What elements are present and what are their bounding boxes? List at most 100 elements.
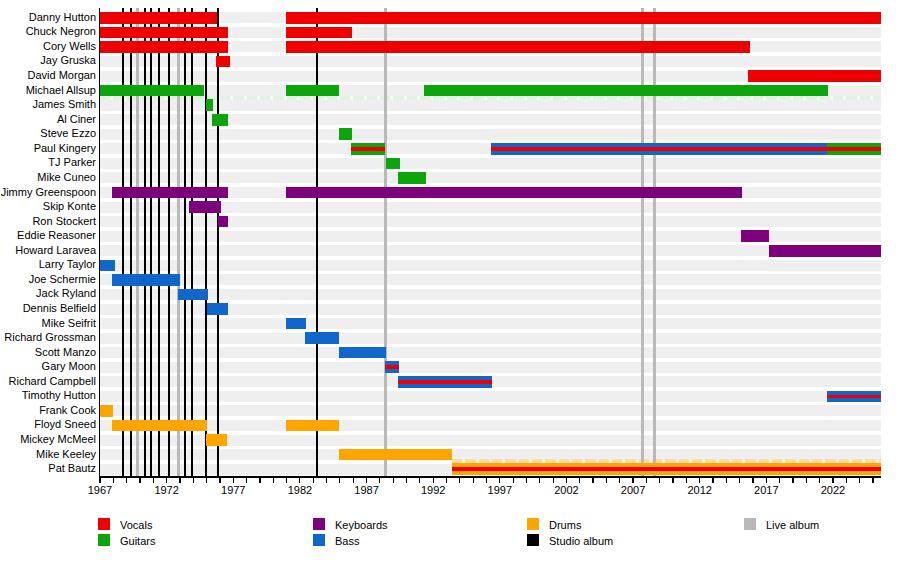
member-tenure-bar	[286, 85, 339, 97]
member-tenure-bar	[286, 41, 750, 53]
x-axis-tick-label: 1967	[80, 484, 120, 496]
vocals-stripe	[452, 467, 881, 471]
member-tenure-bar	[424, 85, 828, 97]
x-axis-tick-label: 2012	[680, 484, 720, 496]
member-name-label: Scott Manzo	[0, 345, 96, 359]
member-name-label: Cory Wells	[0, 39, 96, 53]
vocals-stripe	[827, 395, 881, 399]
member-tenure-bar	[398, 376, 491, 388]
x-axis-tick	[259, 478, 260, 483]
member-tenure-bar	[827, 391, 881, 403]
member-tenure-bar	[305, 332, 339, 344]
legend-label-live_album: Live album	[766, 519, 819, 531]
x-axis-tick	[752, 478, 753, 483]
legend-label-vocals: Vocals	[120, 519, 152, 531]
x-axis-tick	[846, 478, 847, 483]
x-axis-tick	[566, 478, 567, 483]
x-axis-tick	[606, 478, 607, 483]
member-name-label: Danny Hutton	[0, 10, 96, 24]
member-name-label: Richard Campbell	[0, 374, 96, 388]
studio-album-line	[191, 8, 193, 476]
legend-swatch-vocals	[98, 518, 110, 530]
x-axis-tick	[246, 478, 247, 483]
x-axis-tick	[153, 478, 154, 483]
member-name-label: Jack Ryland	[0, 286, 96, 300]
member-tenure-bar	[218, 216, 227, 228]
x-axis-tick-label: 1997	[480, 484, 520, 496]
x-axis-tick	[806, 478, 807, 483]
studio-album-line	[316, 8, 318, 476]
x-axis-tick	[792, 478, 793, 483]
x-axis-tick	[526, 478, 527, 483]
x-axis-tick	[353, 478, 354, 483]
legend-label-studio_album: Studio album	[549, 535, 613, 547]
x-axis-line	[99, 476, 882, 478]
member-tenure-bar	[339, 449, 452, 461]
x-axis-tick	[473, 478, 474, 483]
x-axis-tick	[539, 478, 540, 483]
x-axis-tick	[726, 478, 727, 483]
member-name-label: Michael Allsup	[0, 83, 96, 97]
member-tenure-bar	[100, 27, 228, 39]
x-axis-tick	[206, 478, 207, 483]
member-tenure-bar	[286, 420, 339, 432]
x-axis-tick-label: 1972	[147, 484, 187, 496]
live-album-line	[136, 8, 139, 476]
member-tenure-bar	[178, 289, 208, 301]
member-tenure-bar	[207, 303, 228, 315]
member-name-label: Joe Schermie	[0, 272, 96, 286]
member-tenure-bar	[212, 114, 228, 126]
x-axis-tick	[139, 478, 140, 483]
vocals-stripe	[827, 147, 881, 151]
x-axis-tick	[166, 478, 167, 483]
vocals-stripe	[398, 380, 491, 384]
member-name-label: Eddie Reasoner	[0, 228, 96, 242]
member-name-label: Pat Bautz	[0, 461, 96, 475]
x-axis-tick	[486, 478, 487, 483]
member-name-label: Jimmy Greenspoon	[0, 185, 96, 199]
member-name-label: Dennis Belfield	[0, 301, 96, 315]
x-axis-tick	[339, 478, 340, 483]
member-tenure-bar	[100, 85, 204, 97]
legend-label-guitars: Guitars	[120, 535, 155, 547]
vocals-stripe	[491, 147, 827, 151]
x-axis-tick	[326, 478, 327, 483]
member-tenure-bar	[398, 172, 426, 184]
studio-album-line	[205, 8, 207, 476]
legend-swatch-studio_album	[527, 534, 539, 546]
member-tenure-bar	[189, 201, 220, 213]
x-axis-tick	[99, 478, 100, 483]
live-album-line	[641, 8, 644, 476]
member-tenure-bar	[112, 274, 180, 286]
x-axis-tick	[766, 478, 767, 483]
member-name-label: TJ Parker	[0, 155, 96, 169]
member-tenure-bar	[286, 187, 742, 199]
member-tenure-bar	[100, 12, 217, 24]
studio-album-line	[158, 8, 160, 476]
member-name-label: Paul Kingery	[0, 141, 96, 155]
x-axis-tick	[832, 478, 833, 483]
x-axis-tick-label: 2017	[746, 484, 786, 496]
legend-label-keyboards: Keyboards	[335, 519, 388, 531]
member-name-label: Mike Cuneo	[0, 170, 96, 184]
x-axis-tick	[632, 478, 633, 483]
x-axis-tick	[686, 478, 687, 483]
x-axis-tick	[193, 478, 194, 483]
member-tenure-bar	[386, 158, 400, 170]
studio-album-line	[168, 8, 170, 476]
x-axis-tick	[179, 478, 180, 483]
legend-label-bass: Bass	[335, 535, 359, 547]
member-tenure-bar	[100, 41, 228, 53]
x-axis-tick	[579, 478, 580, 483]
x-axis-tick	[553, 478, 554, 483]
x-axis-tick	[113, 478, 114, 483]
studio-album-line	[150, 8, 152, 476]
legend-swatch-drums	[527, 518, 539, 530]
member-name-label: Mike Keeley	[0, 447, 96, 461]
x-axis-tick	[286, 478, 287, 483]
x-axis-tick-label: 1982	[280, 484, 320, 496]
member-tenure-bar	[112, 187, 227, 199]
x-axis-tick	[433, 478, 434, 483]
member-name-label: Timothy Hutton	[0, 388, 96, 402]
member-tenure-bar	[351, 143, 386, 155]
